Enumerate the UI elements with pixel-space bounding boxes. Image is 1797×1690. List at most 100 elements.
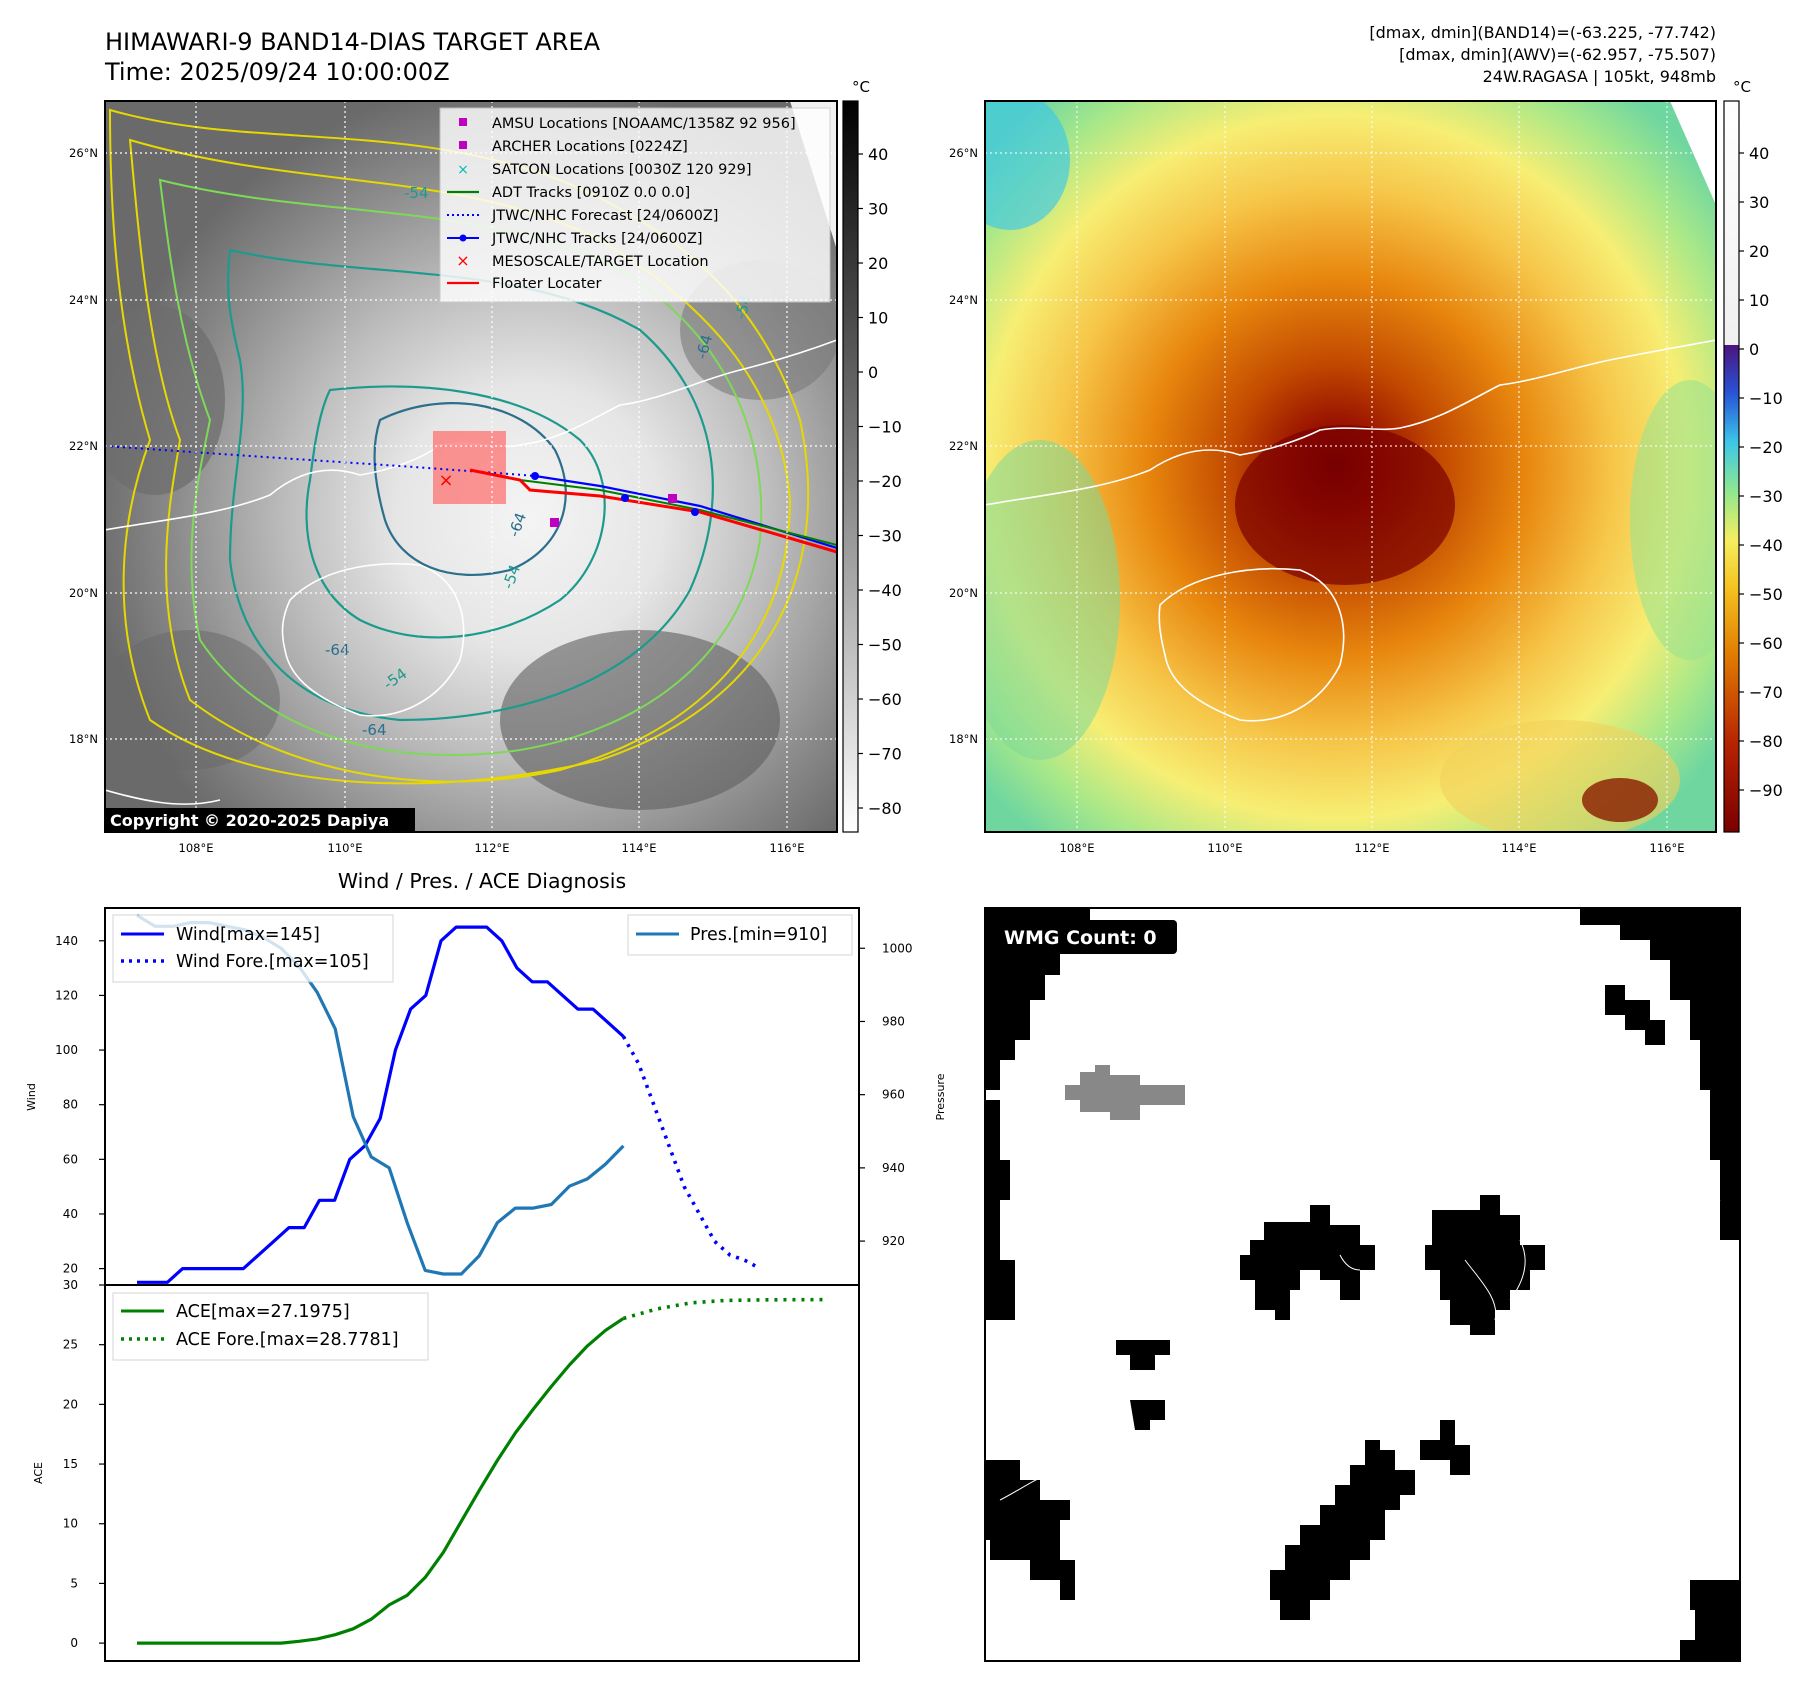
legend-amsu-swatch	[459, 118, 467, 126]
ir-dark-region	[500, 630, 780, 810]
colorbar-tick-label: −50	[868, 636, 902, 655]
wmg-blob	[1680, 1580, 1740, 1661]
colorbar-tick-label: −40	[1749, 536, 1783, 555]
colorbar-left: °C 40 30 20 10 0 −10 −20 −30 −40 −50 −60 −70 −80	[842, 78, 902, 833]
colorbar-tick-label: −30	[1749, 487, 1783, 506]
stat-band14: [dmax, dmin](BAND14)=(-63.225, -77.742)	[1369, 23, 1716, 42]
legend-track-dot	[459, 234, 467, 242]
lon-tick: 116°E	[770, 841, 805, 855]
jtwc-track-marker	[691, 508, 699, 516]
contour-label: -64	[325, 641, 350, 659]
colorbar-tick-label: 0	[868, 363, 878, 382]
ace-tick-label: 15	[63, 1457, 78, 1471]
no-data-corner	[1670, 101, 1716, 205]
jtwc-forecast-line	[105, 445, 536, 477]
copyright-badge	[105, 808, 415, 832]
wmg-blob	[1116, 1340, 1170, 1370]
colorbar-tick-label: −80	[1749, 732, 1783, 751]
ace-chart: 30 25 20 15 10 5 0 ACE ACE[max=27.1975] ACE Fo…	[32, 1278, 860, 1662]
colorbar-tick-label: −60	[868, 690, 902, 709]
floater-line	[469, 468, 837, 554]
colorbar-left-unit: °C	[852, 78, 870, 96]
lat-tick: 20°N	[949, 586, 978, 600]
ace-line	[137, 1317, 625, 1645]
jtwc-track-marker	[621, 494, 629, 502]
ace-tick-label: 0	[70, 1636, 78, 1650]
pressure-tick-label: 960	[882, 1088, 905, 1102]
lat-tick: 26°N	[949, 146, 978, 160]
wind-line	[137, 925, 625, 1284]
lon-tick: 110°E	[328, 841, 363, 855]
colorbar-tick-label: −10	[868, 418, 902, 437]
diagnosis-title: Wind / Pres. / ACE Diagnosis	[338, 869, 626, 893]
floater-box	[433, 431, 506, 504]
copyright-text: Copyright © 2020-2025 Dapiya	[110, 811, 389, 830]
lon-tick: 116°E	[1650, 841, 1685, 855]
colorbar-tick-label: 0	[1749, 340, 1759, 359]
ace-forecast-line	[622, 1297, 826, 1321]
colorbar-tick-label: −40	[868, 581, 902, 600]
legend-satcon-label: SATCON Locations [0030Z 120 929]	[492, 162, 751, 178]
wmg-coastline	[999, 1199, 1721, 1501]
contour-label: -64	[362, 721, 387, 739]
colorbar-tick-label: −60	[1749, 634, 1783, 653]
legend-archer-swatch	[459, 141, 467, 149]
lon-tick: 114°E	[622, 841, 657, 855]
colorbar-tick-label: 20	[868, 254, 888, 273]
wmg-blob	[1240, 1205, 1375, 1320]
colorbar-right-warm	[1724, 101, 1739, 345]
wind-forecast-line	[621, 1035, 762, 1271]
colorbar-tick-label: 20	[1749, 242, 1769, 261]
colorbar-left-bar	[842, 100, 859, 833]
archer-marker	[668, 494, 677, 503]
colorbar-tick-label: 40	[868, 145, 888, 164]
colorbar-tick-label: −20	[1749, 438, 1783, 457]
legend-track-label: JTWC/NHC Tracks [24/0600Z]	[491, 231, 703, 247]
figure-title: HIMAWARI-9 BAND14-DIAS TARGET AREA	[105, 28, 601, 56]
ace-axis-label: ACE	[32, 1462, 45, 1484]
legend-forecast-label: JTWC/NHC Forecast [24/0600Z]	[491, 208, 718, 224]
colorbar-tick-label: 30	[1749, 193, 1769, 212]
legend-target-label: MESOSCALE/TARGET Location	[492, 254, 709, 270]
stat-awv: [dmax, dmin](AWV)=(-62.957, -75.507)	[1399, 45, 1716, 64]
colorbar-right: °C 40 30 20 10 0 −10 −20 −30 −40 −50 −60 −70 −80 −90	[1723, 78, 1783, 833]
wind-tick-label: 120	[55, 988, 78, 1002]
legend-amsu-label: AMSU Locations [NOAAMC/1358Z 92 956]	[492, 116, 796, 132]
wind-y-ticks: 140 120 100 80 60 40 20	[55, 934, 105, 1276]
lat-tick: 26°N	[69, 146, 98, 160]
contour-label: -64	[692, 333, 716, 361]
colorbar-tick-label: 10	[868, 309, 888, 328]
lon-tick: 108°E	[179, 841, 214, 855]
wmg-blob	[1425, 1195, 1545, 1335]
amsu-marker	[550, 518, 559, 527]
lat-tick: 20°N	[69, 586, 98, 600]
wmg-mask	[985, 908, 1740, 1661]
legend-archer-label: ARCHER Locations [0224Z]	[492, 139, 688, 155]
ace-y-ticks: 30 25 20 15 10 5 0	[63, 1278, 105, 1650]
legend-satcon-swatch: ×	[457, 162, 469, 178]
heat-map-panel	[984, 100, 1717, 833]
wmg-gray-region	[1065, 1065, 1185, 1120]
ir-map-panel: × -54 -64 -54 -64 -54 -64 -54 -64	[104, 100, 838, 833]
pressure-y-ticks: 1000 980 960 940 920	[859, 941, 913, 1248]
ace-fore-legend-label: ACE Fore.[max=28.7781]	[176, 1330, 399, 1350]
ace-tick-label: 20	[63, 1397, 78, 1411]
wmg-blob	[1580, 908, 1740, 1240]
colorbar-tick-label: 40	[1749, 144, 1769, 163]
wmg-blob	[1270, 1440, 1415, 1620]
heat-warm-region	[985, 440, 1120, 760]
map-a-axis: 26°N 24°N 22°N 20°N 18°N 108°E 110°E 112…	[69, 146, 804, 855]
lat-tick: 24°N	[69, 293, 98, 307]
ir-dark-region	[105, 630, 280, 770]
wind-tick-label: 20	[63, 1262, 78, 1276]
wmg-panel: WMG Count: 0	[984, 907, 1741, 1662]
lon-tick: 114°E	[1502, 841, 1537, 855]
colorbar-tick-label: −50	[1749, 585, 1783, 604]
map-legend: AMSU Locations [NOAAMC/1358Z 92 956] ARC…	[439, 107, 831, 303]
legend-target-swatch: ×	[456, 251, 469, 270]
ace-chart-frame	[104, 1284, 860, 1662]
wind-tick-label: 100	[55, 1043, 78, 1057]
wmg-blob	[1420, 1420, 1470, 1475]
wmg-count-label: WMG Count: 0	[1004, 927, 1157, 949]
target-marker: ×	[438, 470, 453, 491]
